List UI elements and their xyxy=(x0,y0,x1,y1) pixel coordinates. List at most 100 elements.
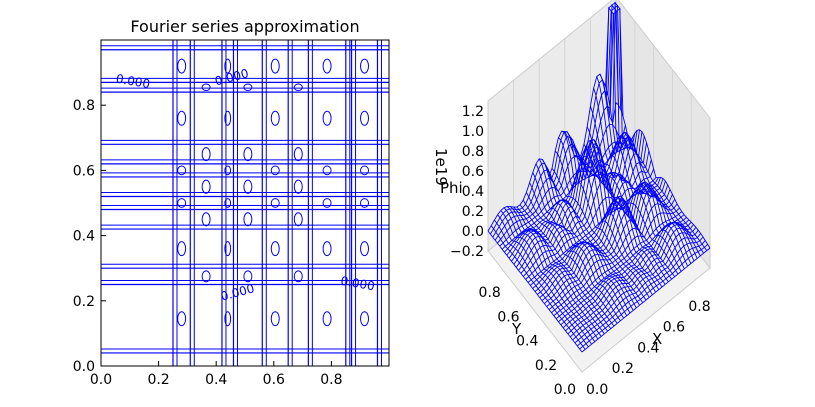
contour-loop xyxy=(270,241,280,257)
y-tick-label: 0.4 xyxy=(73,229,95,245)
surface-wire xyxy=(577,156,672,280)
surface-wire xyxy=(497,123,626,244)
surface-wire xyxy=(513,131,643,265)
contour-loop xyxy=(360,165,370,176)
y-tick-label: 0.6 xyxy=(497,309,519,325)
surface-wire xyxy=(518,142,647,271)
z-tick-label: 0.4 xyxy=(462,184,484,200)
x-tick-label: 0.0 xyxy=(90,372,112,388)
surface-wire xyxy=(511,129,640,262)
contour-loop xyxy=(322,241,332,257)
surface-wire xyxy=(499,135,629,247)
contour-loop xyxy=(322,311,332,327)
x-tick-label: 0.6 xyxy=(263,372,285,388)
contour-loop xyxy=(177,165,187,176)
x-tick-label: 0.8 xyxy=(688,299,710,315)
contour-loop xyxy=(322,165,332,176)
surface-wire xyxy=(583,143,679,275)
surface-mesh xyxy=(487,1,711,353)
z-axis-label: Phi xyxy=(440,179,463,197)
contour-loop xyxy=(360,110,370,126)
contour-plot: Fourier series approximation 0.000 0.000 0… xyxy=(73,17,390,388)
contour-label: 0.000 xyxy=(115,72,151,92)
contour-loop xyxy=(224,58,232,74)
contour-loop xyxy=(270,311,280,327)
contour-loop xyxy=(360,311,370,327)
contour-loop xyxy=(270,165,280,176)
contour-loop xyxy=(293,212,303,227)
contour-blobs xyxy=(177,58,370,327)
contour-loop xyxy=(201,83,211,92)
contour-loop xyxy=(270,58,280,74)
contour-loop xyxy=(201,212,211,227)
contour-loop xyxy=(177,58,187,74)
x-tick-label: 0.0 xyxy=(586,382,608,398)
surface-wire xyxy=(596,76,692,264)
contour-loop xyxy=(360,58,370,74)
z-tick-label: 1.0 xyxy=(462,124,484,140)
contour-loop xyxy=(224,165,232,176)
contour-loop xyxy=(322,58,332,74)
y-tick-label: 0.6 xyxy=(73,163,95,179)
y-axis-label: Y xyxy=(511,320,522,338)
surface-wire xyxy=(494,7,624,241)
x-tick-label: 0.4 xyxy=(205,372,227,388)
contour-loop xyxy=(201,270,211,283)
y-tick-label: 0.2 xyxy=(73,294,95,310)
contour-loop xyxy=(177,241,187,257)
y-tick-label: 0.2 xyxy=(535,358,557,374)
contour-loop xyxy=(270,110,280,126)
surface-wire xyxy=(612,1,708,251)
surface-wire xyxy=(508,130,638,259)
contour-loop xyxy=(293,83,303,92)
surface-wire xyxy=(504,137,633,253)
surface-wire xyxy=(534,178,664,292)
contour-loop xyxy=(270,198,280,208)
x-tick-label: 0.8 xyxy=(320,372,342,388)
z-tick-label: 0.2 xyxy=(462,204,484,220)
x-tick-label: 0.2 xyxy=(147,372,169,388)
z-tick-label: 0.6 xyxy=(462,164,484,180)
y-tick-label: 0.0 xyxy=(73,359,95,375)
surface-axes: 0.00.20.40.60.80.00.20.40.60.8−0.20.00.2… xyxy=(450,104,711,398)
z-offset-text: 1e19 xyxy=(432,148,450,186)
contour-loop xyxy=(293,147,303,162)
contour-label: 0.000 xyxy=(340,274,376,294)
contour-loop xyxy=(243,83,253,92)
x-axis-ticks: 0.0 0.2 0.4 0.6 0.8 xyxy=(90,361,343,388)
contour-loop xyxy=(360,241,370,257)
contour-loop xyxy=(201,147,211,162)
contour-loop xyxy=(293,179,303,194)
z-tick-label: −0.2 xyxy=(450,244,484,260)
x-tick-label: 0.6 xyxy=(663,320,685,336)
contour-loop xyxy=(243,147,253,162)
y-tick-label: 0.8 xyxy=(73,98,95,114)
contour-loop xyxy=(322,110,332,126)
surface-wire xyxy=(501,142,631,250)
z-tick-label: 0.8 xyxy=(462,144,484,160)
surface-wire xyxy=(492,4,622,238)
x-tick-label: 0.2 xyxy=(612,361,634,377)
y-tick-label: 0.8 xyxy=(479,285,501,301)
contour-loop xyxy=(322,198,332,208)
contour-loop xyxy=(224,241,232,257)
contour-loop xyxy=(177,110,187,126)
surface-wire xyxy=(615,102,711,249)
plot-frame xyxy=(100,39,390,367)
contour-loop xyxy=(360,198,370,208)
contour-loop xyxy=(243,270,253,283)
contour-loop xyxy=(224,110,232,126)
surface-plot: 0.00.20.40.60.80.00.20.40.60.8−0.20.00.2… xyxy=(432,0,711,398)
contour-loop xyxy=(224,198,232,208)
contour-loop xyxy=(201,179,211,194)
y-tick-label: 0.0 xyxy=(554,382,576,398)
surface-wire xyxy=(515,135,645,268)
surface-wire xyxy=(609,3,704,254)
y-axis-ticks: 0.0 0.2 0.4 0.6 0.8 xyxy=(73,98,106,375)
contour-loop xyxy=(177,311,187,327)
contour-loop xyxy=(243,212,253,227)
surface-wire xyxy=(525,168,655,280)
contour-loop xyxy=(293,270,303,283)
z-tick-label: 1.2 xyxy=(462,104,484,120)
